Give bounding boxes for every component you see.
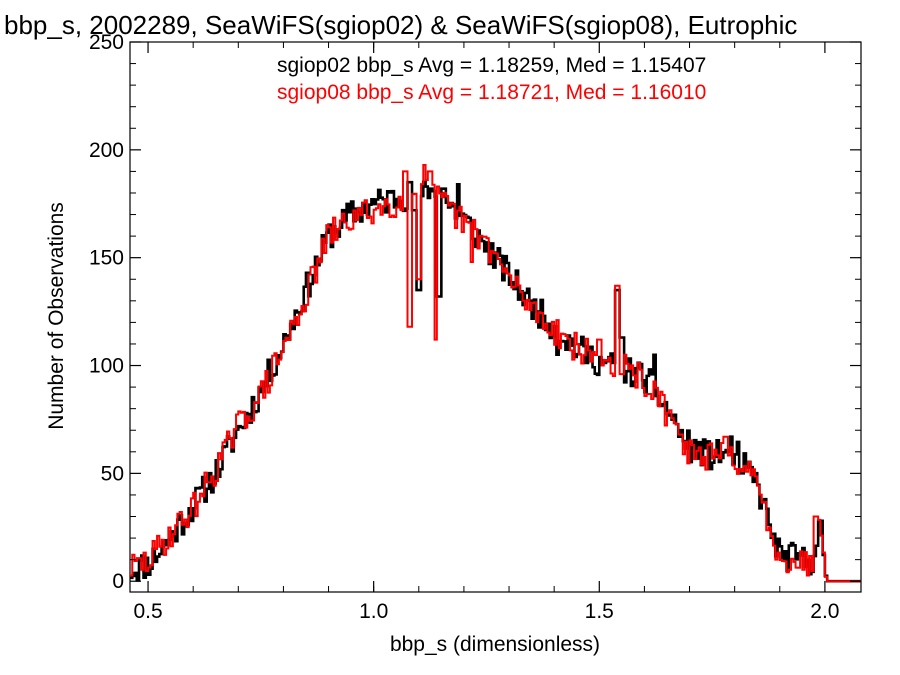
series-line-0 xyxy=(130,180,861,583)
y-tick-label: 50 xyxy=(101,462,124,485)
plot-border xyxy=(129,41,862,593)
series-line-1 xyxy=(130,163,861,583)
y-tick-label: 100 xyxy=(89,355,124,378)
plot-frame xyxy=(129,41,862,593)
x-tick-label: 1.5 xyxy=(585,600,614,623)
x-tick-label: 2.0 xyxy=(810,600,839,623)
y-tick-label: 200 xyxy=(89,139,124,162)
x-tick-label: 1.0 xyxy=(359,600,388,623)
y-tick-label: 0 xyxy=(112,570,124,593)
series-layer xyxy=(130,163,861,583)
annotation-sgiop08: sgiop08 bbp_s Avg = 1.18721, Med = 1.160… xyxy=(277,81,706,104)
y-tick-label: 250 xyxy=(89,31,124,54)
annotation-sgiop02: sgiop02 bbp_s Avg = 1.18259, Med = 1.154… xyxy=(277,54,706,77)
ticks-layer: 0.5 1.0 1.5 2.0 0 50 100 150 200 250 xyxy=(89,31,861,623)
chart-title: bbp_s, 2002289, SeaWiFS(sgiop02) & SeaWi… xyxy=(4,10,797,40)
x-tick-label: 0.5 xyxy=(133,600,162,623)
y-axis-label: Number of Observations xyxy=(45,202,68,430)
x-axis-label: bbp_s (dimensionless) xyxy=(390,633,600,656)
y-tick-label: 150 xyxy=(89,247,124,270)
